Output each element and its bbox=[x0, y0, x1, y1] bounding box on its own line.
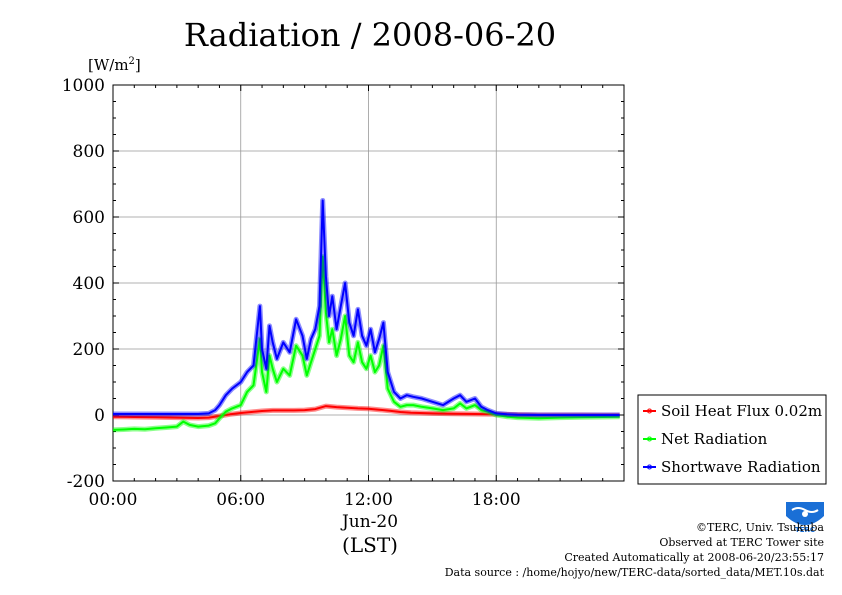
terc-logo-icon: TERC bbox=[786, 502, 824, 534]
y-tick-label: 200 bbox=[73, 340, 105, 360]
legend-items: Soil Heat Flux 0.02m Net Radiation Shortwa… bbox=[643, 402, 822, 476]
series-line-net-radiation bbox=[112, 255, 620, 431]
credits-block: ©TERC, Univ. Tsukuba Observed at TERC To… bbox=[445, 520, 824, 580]
terc-logo-wave bbox=[791, 507, 819, 513]
legend-marker bbox=[647, 408, 652, 414]
x-axis-date-label: Jun-20 bbox=[340, 512, 398, 532]
chart-title: Radiation / 2008-06-20 bbox=[184, 16, 556, 54]
x-tick-label: 18:00 bbox=[472, 490, 521, 510]
y-tick-label: 400 bbox=[73, 274, 105, 294]
y-axis-unit-sup: 2 bbox=[129, 56, 135, 67]
terc-logo-text: TERC bbox=[795, 526, 815, 534]
y-axis-unit-end: ] bbox=[135, 56, 141, 74]
x-tick-label: 12:00 bbox=[344, 490, 393, 510]
legend-box bbox=[637, 394, 827, 485]
grid-lines bbox=[113, 85, 624, 481]
legend-marker bbox=[647, 436, 652, 442]
credits-source: Data source : /home/hojyo/new/TERC-data/… bbox=[444, 566, 824, 579]
legend: Soil Heat Flux 0.02m Net Radiation Shortwa… bbox=[637, 394, 827, 485]
legend-marker bbox=[647, 464, 652, 470]
x-tick-label: 00:00 bbox=[89, 490, 138, 510]
y-tick-label: -200 bbox=[67, 472, 105, 492]
terc-logo-drop bbox=[802, 511, 808, 517]
y-axis-unit-label: [W/m2] bbox=[88, 56, 141, 74]
x-axis: 00:00 06:00 12:00 18:00 bbox=[89, 85, 604, 510]
x-axis-label: (LST) bbox=[342, 533, 398, 557]
series-lines bbox=[112, 198, 620, 433]
series-line-shortwave-radiation bbox=[113, 199, 620, 416]
legend-label: Soil Heat Flux 0.02m bbox=[661, 402, 822, 420]
credits-copyright: ©TERC, Univ. Tsukuba bbox=[695, 521, 824, 534]
legend-label: Net Radiation bbox=[661, 430, 768, 448]
credits-observed: Observed at TERC Tower site bbox=[659, 536, 824, 549]
x-tick-label: 06:00 bbox=[216, 490, 265, 510]
y-axis-unit-base: [W/m bbox=[88, 56, 129, 74]
y-axis: 1000 800 600 400 200 0 -200 bbox=[62, 76, 624, 492]
y-tick-label: 600 bbox=[73, 208, 105, 228]
y-tick-label: 0 bbox=[94, 406, 105, 426]
series-halo-shortwave-radiation bbox=[113, 198, 620, 418]
legend-label: Shortwave Radiation bbox=[661, 458, 821, 476]
y-tick-label: 1000 bbox=[62, 76, 105, 96]
y-tick-label: 800 bbox=[73, 142, 105, 162]
credits-created: Created Automatically at 2008-06-20/23:5… bbox=[564, 551, 824, 564]
